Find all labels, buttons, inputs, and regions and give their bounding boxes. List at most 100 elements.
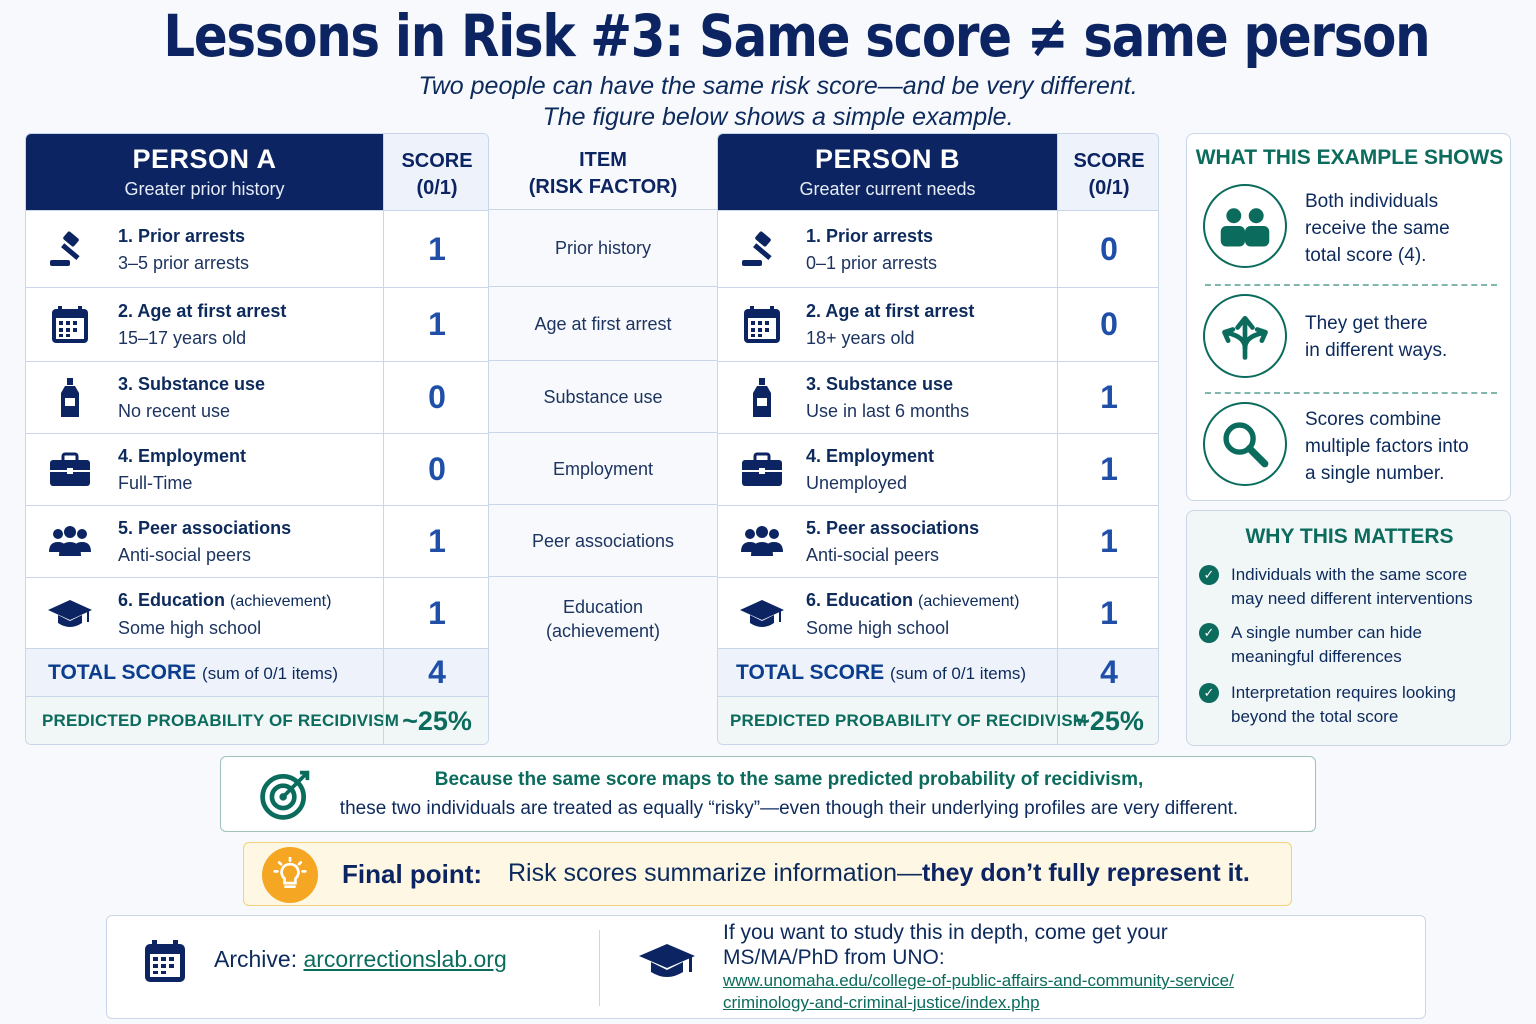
bottle-icon xyxy=(738,378,786,418)
people-icon xyxy=(738,522,786,562)
item-header: ITEM (RISK FACTOR) xyxy=(489,133,717,209)
risk-factor-row: 2. Age at first arrest 15–17 years old 1 xyxy=(26,287,488,361)
total-score-value: 4 xyxy=(383,649,488,696)
risk-factor-row: 6. Education (achievement) Some high scho… xyxy=(718,577,1158,648)
final-point-text: Risk scores summarize information—they d… xyxy=(508,859,1250,887)
probability-value: ~25% xyxy=(383,697,488,744)
risk-factor-title: 6. Education (achievement) xyxy=(118,590,332,610)
risk-factor-title: 2. Age at first arrest xyxy=(806,301,975,321)
risk-factor-title: 1. Prior arrests xyxy=(806,226,934,246)
risk-factor-row: 4. Employment Full-Time 0 xyxy=(26,433,488,505)
risk-factor-label: 3. Substance use No recent use xyxy=(118,371,265,425)
risk-factor-title: 4. Employment xyxy=(118,446,247,466)
risk-factor-label: 3. Substance use Use in last 6 months xyxy=(806,371,969,425)
item-score: 1 xyxy=(383,578,488,648)
total-score-value: 4 xyxy=(1057,649,1158,696)
uno-link-line-1[interactable]: www.unomaha.edu/college-of-public-affair… xyxy=(723,971,1234,990)
risk-factor-value: Anti-social peers xyxy=(806,545,940,565)
risk-factor-label: 6. Education (achievement) Some high scho… xyxy=(118,587,331,642)
risk-factor-label: 6. Education (achievement) Some high scho… xyxy=(806,587,1019,642)
split-arrows-icon xyxy=(1203,294,1287,378)
item-label: Education (achievement) xyxy=(489,576,717,648)
item-header-line-1: ITEM xyxy=(579,149,627,171)
lightbulb-icon xyxy=(262,847,318,903)
uno-link-line-2[interactable]: criminology-and-criminal-justice/index.p… xyxy=(723,993,1040,1012)
person-a-description: Greater prior history xyxy=(124,179,285,199)
risk-factor-title: 6. Education (achievement) xyxy=(806,590,1020,610)
risk-factor-value: Anti-social peers xyxy=(118,545,252,565)
page-title: Lessons in Risk #3: Same score ≠ same pe… xyxy=(163,2,1430,70)
why-this-matters-panel: WHY THIS MATTERS ✓ Individuals with the … xyxy=(1186,510,1511,746)
item-header-line-2: (RISK FACTOR) xyxy=(528,176,678,198)
score-header-line-1: SCORE xyxy=(401,150,473,172)
item-score: 1 xyxy=(1057,362,1158,433)
item-score: 1 xyxy=(383,288,488,361)
check-icon: ✓ xyxy=(1199,565,1219,585)
why-text: Interpretation requires looking beyond th… xyxy=(1231,683,1456,726)
item-score: 1 xyxy=(1057,506,1158,577)
item-label: Age at first arrest xyxy=(489,286,717,360)
risk-factor-value: Some high school xyxy=(806,618,950,638)
people-icon xyxy=(46,522,94,562)
calendar-icon xyxy=(46,305,94,345)
risk-factor-row: 3. Substance use Use in last 6 months 1 xyxy=(718,361,1158,433)
person-b-description: Greater current needs xyxy=(799,179,976,199)
score-header: SCORE (0/1) xyxy=(383,134,488,210)
because-line-1: Because the same score maps to the same … xyxy=(434,769,1144,790)
risk-factor-value: Full-Time xyxy=(118,473,193,493)
divider xyxy=(1205,284,1497,286)
archive: Archive: arcorrectionslab.org xyxy=(214,946,507,973)
risk-factor-row: 3. Substance use No recent use 0 xyxy=(26,361,488,433)
risk-factor-title: 5. Peer associations xyxy=(118,518,292,538)
probability-value: ~25% xyxy=(1057,697,1158,744)
score-header-line-1: SCORE xyxy=(1073,150,1145,172)
risk-factor-value: Some high school xyxy=(118,618,262,638)
item-score: 1 xyxy=(383,506,488,577)
risk-factor-title: 4. Employment xyxy=(806,446,935,466)
magnifier-icon xyxy=(1203,402,1287,486)
item-label: Prior history xyxy=(489,209,717,286)
risk-factor-value: 18+ years old xyxy=(806,328,915,348)
risk-factor-label: 1. Prior arrests 0–1 prior arrests xyxy=(806,223,937,277)
risk-factor-title: 3. Substance use xyxy=(118,374,266,394)
risk-factor-row: 1. Prior arrests 3–5 prior arrests 1 xyxy=(26,210,488,287)
study-line-2: MS/MA/PhD from UNO: xyxy=(723,946,945,969)
divider xyxy=(1205,392,1497,394)
archive-label: Archive: xyxy=(214,946,298,972)
uno-link[interactable]: www.unomaha.edu/college-of-public-affair… xyxy=(723,970,1413,1014)
item-label-line-2: (achievement) xyxy=(545,620,661,641)
archive-link[interactable]: arcorrectionslab.org xyxy=(303,946,507,972)
check-icon: ✓ xyxy=(1199,623,1219,643)
risk-factor-value: Use in last 6 months xyxy=(806,401,970,421)
total-score-row: TOTAL SCORE (sum of 0/1 items) 4 xyxy=(718,648,1158,696)
divider xyxy=(599,930,600,1006)
person-b-name: PERSON B xyxy=(814,144,961,174)
probability-label: PREDICTED PROBABILITY OF RECIDIVISM xyxy=(42,711,400,730)
score-header-line-2: (0/1) xyxy=(1088,177,1130,199)
subtitle-line-1: Two people can have the same risk score—… xyxy=(418,72,1138,100)
person-a-header: PERSON A Greater prior history xyxy=(26,134,383,210)
person-a-name: PERSON A xyxy=(132,144,277,174)
shows-point: Scores combine multiple factors into a sin… xyxy=(1187,402,1512,492)
people-icon xyxy=(1203,184,1287,268)
study-line-1: If you want to study this in depth, come… xyxy=(723,921,1168,944)
risk-factor-label: 5. Peer associations Anti-social peers xyxy=(118,515,291,569)
subtitle-line-2: The figure below shows a simple example. xyxy=(542,103,1014,131)
risk-factor-label: 2. Age at first arrest 18+ years old xyxy=(806,298,974,352)
item-score: 1 xyxy=(1057,578,1158,648)
what-this-shows-panel: WHAT THIS EXAMPLE SHOWS Both individuals… xyxy=(1186,133,1511,501)
graduation-cap-icon xyxy=(637,938,697,993)
probability-row: PREDICTED PROBABILITY OF RECIDIVISM ~25% xyxy=(718,696,1158,744)
person-b-header: PERSON B Greater current needs xyxy=(718,134,1057,210)
risk-factor-row: 6. Education (achievement) Some high scho… xyxy=(26,577,488,648)
score-header-line-2: (0/1) xyxy=(416,177,458,199)
gavel-icon xyxy=(738,230,786,270)
item-score: 1 xyxy=(1057,434,1158,505)
risk-factor-title: 1. Prior arrests xyxy=(118,226,246,246)
shows-point: They get there in different ways. xyxy=(1187,294,1512,384)
because-line-2: these two individuals are treated as equ… xyxy=(339,798,1239,819)
graduation-cap-icon xyxy=(46,594,94,634)
risk-factor-row: 2. Age at first arrest 18+ years old 0 xyxy=(718,287,1158,361)
why-text: Individuals with the same score may need … xyxy=(1231,565,1473,608)
item-score: 0 xyxy=(1057,288,1158,361)
